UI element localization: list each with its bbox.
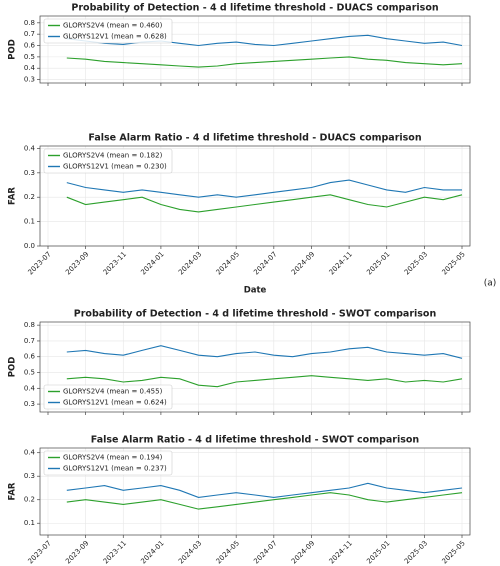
x-tick-label: 2025-05 [440,539,466,565]
x-tick-label: 2023-07 [26,250,52,276]
x-tick-label: 2023-07 [26,539,52,565]
y-tick-label: 0.4 [24,144,36,152]
x-tick-label: 2024-07 [252,539,278,565]
plot-frame [39,145,471,247]
legend-label: GLORYS2V4 (mean = 0.460) [63,22,163,30]
x-tick-label: 2025-01 [365,539,391,565]
series-line [66,179,462,198]
x-tick-label: 2024-01 [139,250,165,276]
subplot: False Alarm Ratio - 4 d lifetime thresho… [8,435,471,566]
y-tick-label: 0.3 [24,400,35,408]
legend-box [43,18,173,44]
y-tick-label: 0.4 [24,384,36,392]
x-tick-label: 2024-11 [328,250,354,276]
plot-frame [39,321,471,413]
x-tick-label: 2024-05 [215,250,241,276]
x-tick-label: 2024-03 [177,250,203,276]
y-tick-label: 0.5 [24,369,35,377]
series-line [66,345,463,359]
series-line [66,56,463,68]
series-line [66,482,463,498]
plot-frame [39,15,471,84]
y-tick-label: 0.8 [24,19,35,27]
x-tick-label: 2023-09 [64,539,90,565]
y-tick-label: 0.3 [24,169,35,177]
y-tick-label: 0.1 [24,519,35,527]
x-tick-label: 2024-07 [252,250,278,276]
x-tick-label: 2025-03 [403,539,429,565]
legend-label: GLORYS12V1 (mean = 0.628) [63,33,167,41]
subplot-title: Probability of Detection - 4 d lifetime … [71,3,438,14]
series-line [66,492,463,510]
plot-frame [39,447,471,536]
y-tick-label: 0.6 [24,353,36,361]
x-tick-label: 2025-05 [440,250,466,276]
series-line [66,194,463,213]
legend-label: GLORYS12V1 (mean = 0.230) [63,163,167,171]
x-tick-label: 2024-09 [290,250,316,276]
x-tick-label: 2023-09 [64,250,90,276]
subplot-title: False Alarm Ratio - 4 d lifetime thresho… [91,435,420,446]
x-tick-label: 2025-01 [365,250,391,276]
legend-box [43,450,173,476]
x-tick-label: 2023-11 [102,250,128,276]
panel-label: (a) [484,279,497,289]
y-tick-label: 0.1 [24,218,35,226]
y-tick-label: 0.0 [24,242,35,250]
x-tick-label: 2024-01 [139,539,165,565]
legend-label: GLORYS2V4 (mean = 0.194) [63,454,163,462]
y-tick-label: 0.4 [24,64,36,72]
legend-label: GLORYS12V1 (mean = 0.624) [63,399,167,407]
y-axis-label: FAR [8,187,18,205]
y-tick-label: 0.3 [24,76,35,84]
y-tick-label: 0.6 [24,42,36,50]
subplot-title: Probability of Detection - 4 d lifetime … [74,309,437,320]
y-tick-label: 0.2 [24,496,35,504]
legend-label: GLORYS2V4 (mean = 0.182) [63,152,163,160]
subplot-title: False Alarm Ratio - 4 d lifetime thresho… [88,133,421,144]
x-tick-label: 2023-11 [102,539,128,565]
x-tick-label: 2024-03 [177,539,203,565]
y-tick-label: 0.5 [24,53,35,61]
y-tick-label: 0.2 [24,193,35,201]
y-tick-label: 0.7 [24,30,35,38]
subplot: Probability of Detection - 4 d lifetime … [8,3,471,86]
legend-label: GLORYS2V4 (mean = 0.455) [63,388,163,396]
x-axis-label: Date [244,286,267,296]
y-tick-label: 0.8 [24,321,35,329]
x-tick-label: 2025-03 [403,250,429,276]
y-tick-label: 0.4 [24,449,36,457]
y-tick-label: 0.7 [24,337,35,345]
y-axis-label: POD [8,357,18,378]
y-axis-label: FAR [8,482,18,500]
series-line [66,375,463,388]
legend-box [43,384,173,410]
y-axis-label: POD [8,39,18,60]
x-tick-label: 2024-11 [328,539,354,565]
x-tick-label: 2024-09 [290,539,316,565]
subplot: False Alarm Ratio - 4 d lifetime thresho… [8,133,497,296]
legend-label: GLORYS12V1 (mean = 0.237) [63,465,167,473]
y-tick-label: 0.3 [24,472,35,480]
x-tick-label: 2024-05 [215,539,241,565]
legend-box [43,148,173,174]
subplot: Probability of Detection - 4 d lifetime … [8,309,471,415]
